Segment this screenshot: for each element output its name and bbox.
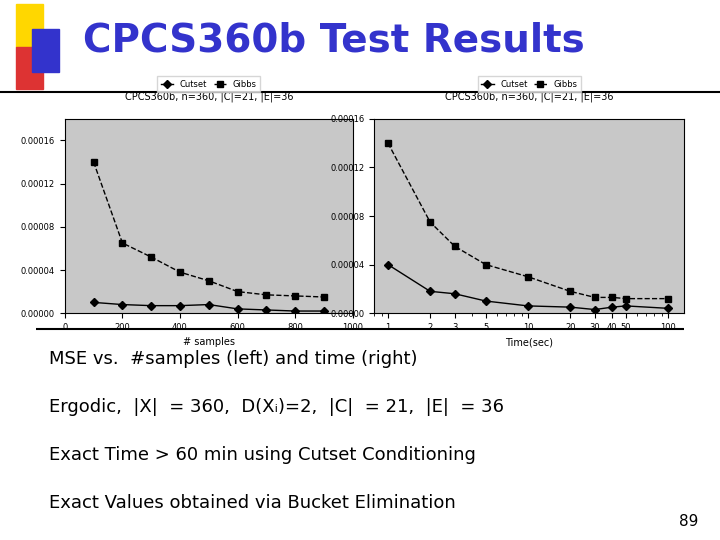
Text: Exact Time > 60 min using Cutset Conditioning: Exact Time > 60 min using Cutset Conditi… — [49, 446, 476, 464]
Text: Ergodic,  |X|  = 360,  D(Xᵢ)=2,  |C|  = 21,  |E|  = 36: Ergodic, |X| = 360, D(Xᵢ)=2, |C| = 21, |… — [49, 398, 504, 416]
Legend: Cutset, Gibbs: Cutset, Gibbs — [477, 76, 581, 92]
X-axis label: # samples: # samples — [183, 338, 235, 347]
Text: Exact Values obtained via Bucket Elimination: Exact Values obtained via Bucket Elimina… — [49, 494, 456, 511]
Text: 89: 89 — [679, 514, 698, 529]
Title: CPCS360b, n=360, |C|=21, |E|=36: CPCS360b, n=360, |C|=21, |E|=36 — [445, 91, 613, 102]
X-axis label: Time(sec): Time(sec) — [505, 338, 553, 347]
Bar — [16, 46, 43, 90]
Bar — [32, 29, 59, 72]
Bar — [16, 4, 43, 46]
Legend: Cutset, Gibbs: Cutset, Gibbs — [157, 76, 261, 92]
Text: CPCS360b Test Results: CPCS360b Test Results — [83, 22, 585, 60]
Text: MSE vs.  #samples (left) and time (right): MSE vs. #samples (left) and time (right) — [49, 350, 418, 368]
Title: CPCS360b, n=360, |C|=21, |E|=36: CPCS360b, n=360, |C|=21, |E|=36 — [125, 91, 293, 102]
